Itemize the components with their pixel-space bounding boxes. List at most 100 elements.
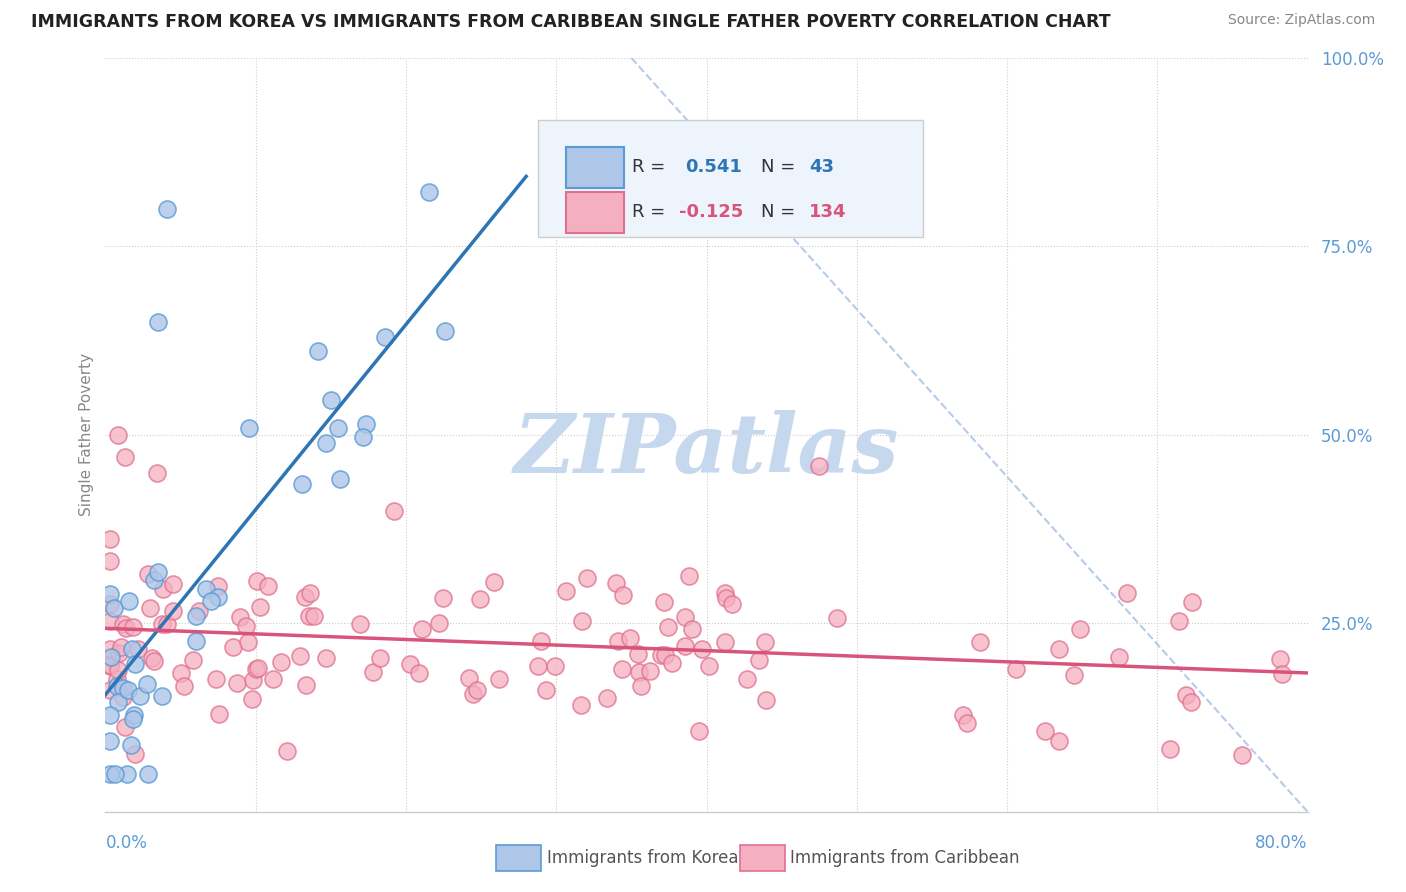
Point — [1033, 724, 1056, 739]
Point — [115, 767, 138, 781]
Point — [408, 666, 430, 681]
Point — [245, 662, 267, 676]
Y-axis label: Single Father Poverty: Single Father Poverty — [79, 353, 94, 516]
Point — [98, 642, 121, 657]
Point — [714, 591, 737, 605]
Point — [652, 595, 675, 609]
Point — [270, 655, 292, 669]
Point — [103, 601, 125, 615]
Point — [98, 658, 121, 673]
Point — [650, 648, 672, 662]
Point — [1268, 652, 1291, 666]
Point — [187, 604, 209, 618]
Point — [315, 651, 337, 665]
Point — [458, 671, 481, 685]
Text: IMMIGRANTS FROM KOREA VS IMMIGRANTS FROM CARIBBEAN SINGLE FATHER POVERTY CORRELA: IMMIGRANTS FROM KOREA VS IMMIGRANTS FROM… — [31, 13, 1111, 31]
Point — [225, 675, 247, 690]
Point — [98, 707, 121, 722]
Point — [122, 713, 145, 727]
FancyBboxPatch shape — [565, 192, 624, 233]
Point — [98, 683, 121, 698]
Point — [121, 620, 143, 634]
Point — [463, 687, 485, 701]
Point — [673, 640, 696, 654]
Point — [114, 720, 136, 734]
Point — [294, 678, 316, 692]
Point — [127, 642, 149, 657]
Text: R =: R = — [631, 158, 671, 177]
Point — [952, 708, 974, 723]
Point — [173, 679, 195, 693]
Point — [315, 436, 337, 450]
Text: Source: ZipAtlas.com: Source: ZipAtlas.com — [1227, 13, 1375, 28]
Point — [688, 723, 710, 738]
Point — [107, 646, 129, 660]
Point — [294, 590, 316, 604]
Point — [1180, 695, 1202, 709]
Point — [468, 591, 491, 606]
Point — [612, 662, 634, 676]
Point — [146, 565, 169, 579]
Point — [349, 616, 371, 631]
Point — [713, 586, 735, 600]
Point — [368, 651, 391, 665]
Point — [98, 598, 121, 612]
Point — [619, 631, 641, 645]
Point — [1159, 741, 1181, 756]
Point — [1116, 586, 1139, 600]
Point — [110, 640, 132, 654]
Text: 80.0%: 80.0% — [1256, 834, 1308, 852]
FancyBboxPatch shape — [538, 120, 922, 237]
Point — [361, 665, 384, 679]
Point — [238, 421, 260, 435]
Point — [328, 420, 350, 434]
Point — [720, 597, 742, 611]
Point — [200, 594, 222, 608]
Point — [184, 634, 207, 648]
Point — [124, 747, 146, 761]
Point — [98, 554, 121, 568]
Point — [630, 679, 652, 693]
Point — [433, 324, 456, 338]
Point — [1181, 595, 1204, 609]
Point — [329, 472, 352, 486]
Point — [825, 611, 848, 625]
Point — [221, 640, 243, 655]
Text: 0.541: 0.541 — [685, 158, 742, 177]
Point — [162, 577, 184, 591]
Point — [638, 664, 661, 678]
Point — [291, 476, 314, 491]
Point — [307, 344, 329, 359]
Point — [118, 593, 141, 607]
Point — [146, 315, 169, 329]
Point — [150, 690, 173, 704]
Point — [1168, 614, 1191, 628]
Point — [808, 458, 831, 473]
Point — [105, 679, 128, 693]
Point — [98, 658, 121, 673]
Point — [606, 633, 628, 648]
Point — [181, 653, 204, 667]
Point — [139, 601, 162, 615]
Point — [748, 653, 770, 667]
Point — [105, 672, 128, 686]
Point — [208, 707, 231, 722]
FancyBboxPatch shape — [565, 146, 624, 188]
Point — [399, 657, 422, 671]
Point — [627, 647, 650, 661]
Text: ZIPatlas: ZIPatlas — [513, 410, 900, 490]
Point — [242, 673, 264, 688]
Point — [238, 634, 260, 648]
Point — [555, 583, 578, 598]
Point — [432, 591, 454, 605]
Point — [605, 576, 627, 591]
Text: 43: 43 — [808, 158, 834, 177]
Text: Immigrants from Korea: Immigrants from Korea — [547, 849, 738, 867]
Point — [235, 619, 257, 633]
Point — [98, 532, 121, 546]
Point — [146, 466, 169, 480]
Point — [596, 690, 619, 705]
Point — [111, 617, 134, 632]
Point — [262, 672, 284, 686]
Point — [246, 661, 269, 675]
